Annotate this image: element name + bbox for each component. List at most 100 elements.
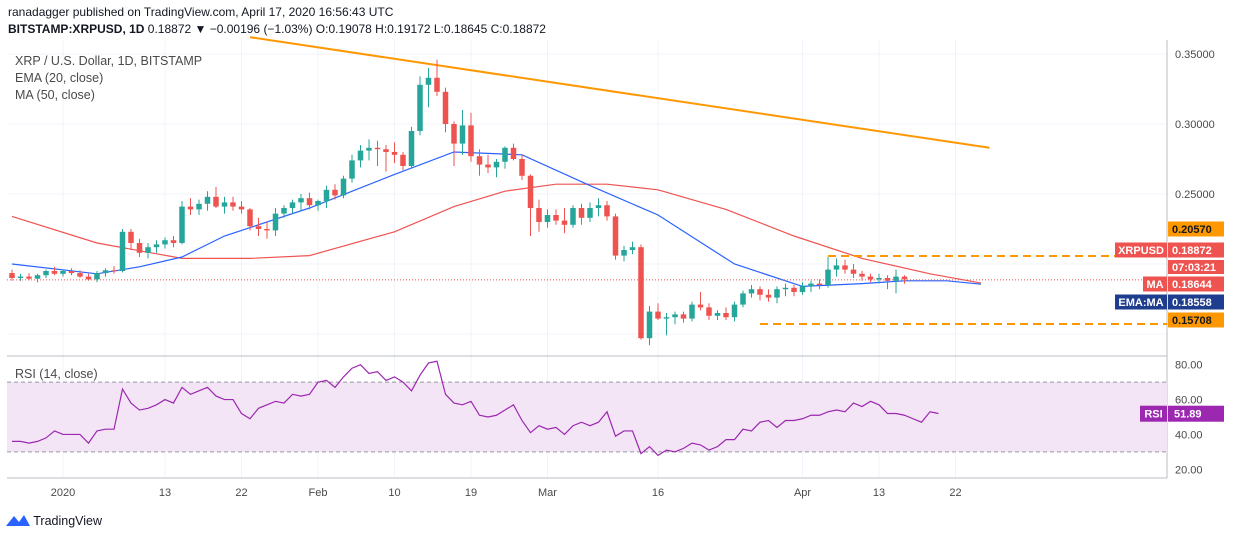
rsi-legend: RSI (14, close) xyxy=(15,367,98,381)
support-tag-box xyxy=(1168,312,1224,328)
candle-body xyxy=(383,149,389,152)
ema-ma-tag-label: EMA:MA xyxy=(1118,297,1163,309)
rsi-value: 51.89 xyxy=(1174,409,1202,421)
candle-body xyxy=(68,271,75,274)
candle-body xyxy=(901,276,908,280)
candle xyxy=(162,237,168,249)
candle-body xyxy=(646,311,653,339)
rsi-tick-label: 20.00 xyxy=(1175,464,1203,476)
candle-body xyxy=(757,289,763,295)
candle xyxy=(612,213,619,260)
candle-body xyxy=(187,206,194,210)
candle xyxy=(714,310,721,320)
candle-body xyxy=(417,84,423,131)
x-tick-label: 19 xyxy=(465,487,477,499)
candle xyxy=(884,275,891,290)
candle xyxy=(145,243,151,259)
candle xyxy=(510,143,517,161)
candle-body xyxy=(400,154,406,166)
candle-body xyxy=(213,196,219,207)
candle-body xyxy=(408,131,415,166)
candle xyxy=(485,154,491,173)
candle xyxy=(111,266,117,274)
candle-body xyxy=(621,250,627,256)
candle-body xyxy=(655,311,661,319)
candle xyxy=(493,159,500,178)
candle-body xyxy=(502,147,508,162)
candle xyxy=(374,140,381,166)
ma-tag-label: MA xyxy=(1146,279,1163,291)
candle xyxy=(247,208,253,231)
candle-body xyxy=(706,307,712,316)
tradingview-brand[interactable]: TradingView xyxy=(6,513,102,528)
candle xyxy=(357,145,364,168)
candle-body xyxy=(162,240,168,245)
candle xyxy=(323,185,330,208)
resistance-tag-box xyxy=(1168,221,1224,237)
ohlc-readout: 0.18872 ▼ −0.00196 (−1.03%) O:0.19078 H:… xyxy=(147,22,546,36)
candle xyxy=(867,273,874,283)
x-tick-label: 2020 xyxy=(51,487,75,499)
candle xyxy=(476,149,483,176)
candle-body xyxy=(723,313,729,318)
candle xyxy=(757,286,763,301)
candle xyxy=(43,269,49,278)
candle xyxy=(536,199,542,232)
candle-body xyxy=(612,216,619,256)
xrpusd-tag-value: 0.18872 xyxy=(1172,245,1212,257)
candle xyxy=(196,199,202,215)
candle xyxy=(689,301,695,322)
candle xyxy=(893,269,899,294)
candle-body xyxy=(340,178,347,196)
countdown-tag-box xyxy=(1168,260,1224,274)
candle-body xyxy=(60,271,66,274)
ema-ma-tag-box xyxy=(1168,294,1224,310)
y-tick-label: 0.30000 xyxy=(1175,119,1215,131)
candle-body xyxy=(298,198,304,203)
candle-body xyxy=(34,275,41,279)
downtrend-line xyxy=(249,36,990,149)
candle-body xyxy=(51,271,58,274)
candle xyxy=(9,269,15,281)
candle-body xyxy=(476,156,483,165)
candle-body xyxy=(170,240,177,243)
candle-body xyxy=(672,314,678,318)
candle xyxy=(153,240,160,253)
candle xyxy=(816,279,823,290)
candle xyxy=(26,273,32,281)
candle xyxy=(748,285,755,298)
candle-body xyxy=(808,283,814,287)
candle-body xyxy=(782,287,789,290)
candle-body xyxy=(816,283,823,285)
candle-body xyxy=(638,247,644,339)
candle-body xyxy=(680,314,687,319)
candle xyxy=(187,198,194,215)
candle xyxy=(408,126,415,168)
rsi-band xyxy=(7,382,1167,452)
x-tick-label: 16 xyxy=(652,487,664,499)
candle-body xyxy=(791,287,797,292)
candle-body xyxy=(204,196,211,204)
brand-label: TradingView xyxy=(33,514,103,528)
candle xyxy=(901,275,908,284)
candle xyxy=(340,175,347,199)
candle xyxy=(697,292,704,311)
candle-body xyxy=(510,147,517,159)
rsi-tick-label: 60.00 xyxy=(1175,395,1203,407)
candle xyxy=(774,286,780,304)
price-tags: 0.18872 XRPUSD 07:03:21 0.18644 MA 0.18558 EMA… xyxy=(1115,221,1224,422)
candle xyxy=(527,174,534,236)
candle-body xyxy=(697,304,704,308)
candle xyxy=(230,196,236,211)
candle xyxy=(349,154,355,183)
symbol-line: BITSTAMP:XRPUSD, 1D 0.18872 ▼ −0.00196 (… xyxy=(8,22,546,36)
candle-body xyxy=(43,271,49,276)
candle-body xyxy=(102,270,109,274)
candle xyxy=(570,205,576,228)
ma-tag-label-box xyxy=(1143,276,1167,292)
rsi-tick-label: 80.00 xyxy=(1175,360,1203,372)
candle-body xyxy=(587,208,593,218)
candle-body xyxy=(774,289,780,298)
candle xyxy=(740,290,746,308)
